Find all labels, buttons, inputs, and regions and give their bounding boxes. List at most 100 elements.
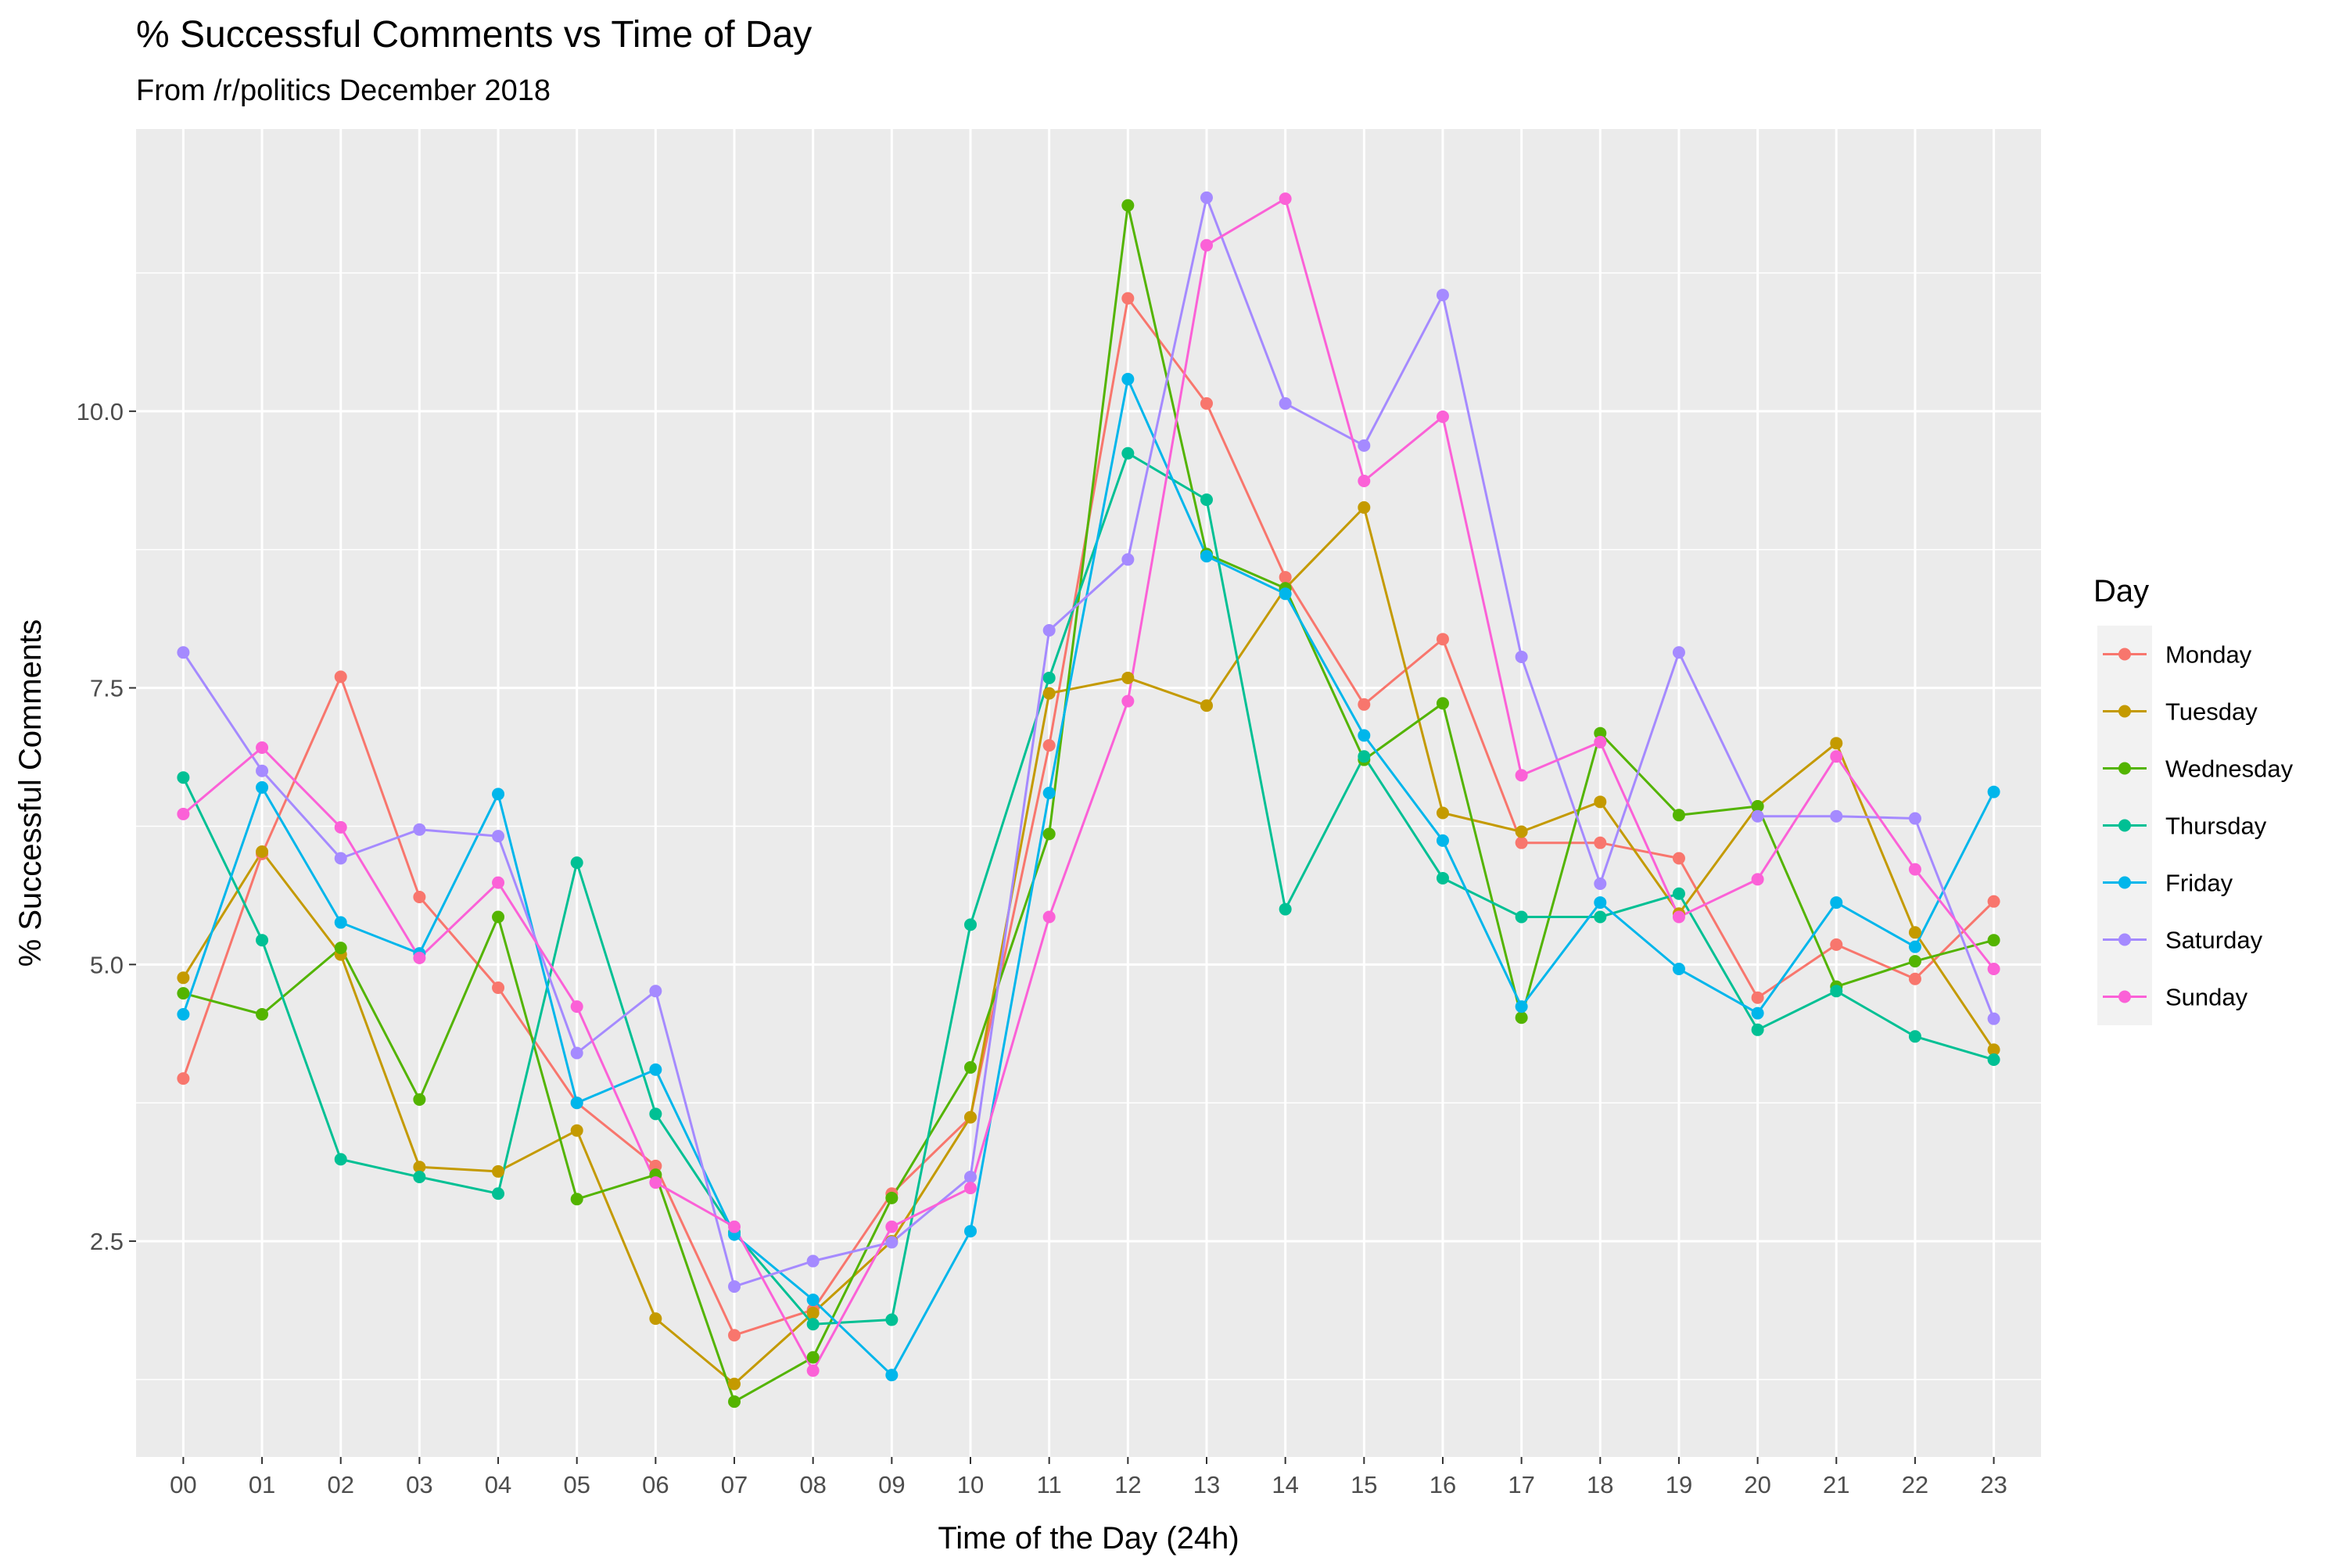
x-tick-label: 11	[1037, 1471, 1062, 1498]
x-tick-label: 22	[1902, 1471, 1928, 1498]
data-point	[1751, 809, 1764, 823]
data-point	[492, 1164, 505, 1178]
series-wednesday	[183, 204, 1994, 1403]
data-point	[1121, 694, 1135, 708]
data-point	[1042, 687, 1056, 700]
data-point	[1594, 727, 1607, 740]
x-axis-label: Time of the Day (24h)	[938, 1521, 1239, 1555]
data-point	[256, 845, 269, 858]
data-point	[1594, 896, 1607, 910]
data-point	[492, 1187, 505, 1200]
data-point	[964, 1111, 978, 1124]
series-line-sunday	[182, 197, 1995, 1372]
data-point	[1515, 769, 1528, 782]
data-point	[1987, 1043, 2000, 1057]
data-point	[964, 1060, 978, 1074]
data-point	[1358, 501, 1371, 514]
data-point	[728, 1377, 741, 1390]
data-point	[1672, 646, 1685, 659]
data-point	[1358, 439, 1371, 452]
data-point	[1672, 887, 1685, 900]
x-tick-label: 10	[957, 1471, 984, 1498]
data-point	[1358, 750, 1371, 763]
series-line-wednesday	[183, 204, 1994, 1403]
data-point	[1200, 493, 1213, 507]
data-point	[885, 1236, 899, 1249]
data-point	[1121, 199, 1135, 212]
legend-key-point	[2118, 990, 2131, 1003]
series-sunday	[182, 197, 1995, 1372]
data-point	[649, 1063, 662, 1076]
legend-label: Monday	[2165, 641, 2252, 669]
data-point	[256, 1008, 269, 1021]
x-tick-label: 14	[1272, 1471, 1298, 1498]
data-point	[1121, 553, 1135, 566]
data-point	[1358, 474, 1371, 487]
data-point	[1908, 812, 1921, 825]
data-point	[806, 1307, 820, 1320]
x-tick-label: 21	[1823, 1471, 1849, 1498]
data-point	[885, 1220, 899, 1233]
y-axis-label: % Successful Comments	[13, 619, 48, 967]
data-point	[177, 646, 190, 659]
data-point	[177, 807, 190, 820]
data-point	[1987, 895, 2000, 908]
series-points-thursday	[177, 447, 2000, 1331]
data-point	[492, 876, 505, 889]
data-point	[413, 823, 426, 836]
legend-label: Sunday	[2165, 984, 2248, 1011]
data-point	[1987, 962, 2000, 975]
data-point	[1594, 836, 1607, 849]
data-point	[570, 1046, 583, 1060]
data-point	[1042, 739, 1056, 752]
data-point	[1908, 972, 1921, 985]
data-point	[1830, 809, 1843, 823]
legend-key-point	[2118, 648, 2131, 661]
data-point	[413, 1093, 426, 1106]
data-point	[649, 985, 662, 998]
data-point	[885, 1313, 899, 1326]
legend-item-saturday: Saturday	[2097, 911, 2263, 968]
data-point	[964, 918, 978, 931]
series-tuesday	[182, 506, 1995, 1386]
data-point	[1908, 1030, 1921, 1043]
minor-gridlines	[136, 272, 2041, 1380]
data-point	[256, 741, 269, 754]
data-point	[413, 1161, 426, 1174]
data-point	[334, 1153, 347, 1166]
legend-key-point	[2118, 933, 2131, 946]
series-friday	[181, 378, 1995, 1376]
data-point	[1987, 934, 2000, 947]
data-point	[1515, 1011, 1528, 1024]
data-point	[1121, 372, 1135, 386]
x-tick-label: 09	[878, 1471, 905, 1498]
legend-label: Wednesday	[2165, 755, 2294, 783]
x-tick-label: 19	[1666, 1471, 1692, 1498]
chart-subtitle: From /r/politics December 2018	[136, 74, 551, 107]
y-tick-label: 5.0	[90, 951, 124, 978]
data-point	[256, 780, 269, 794]
data-point	[1200, 396, 1213, 410]
x-tick-label: 03	[406, 1471, 432, 1498]
legend-title: Day	[2093, 574, 2149, 608]
series-line-friday	[181, 378, 1995, 1376]
y-axis: 2.5 5.0 7.5 10.0	[77, 398, 136, 1255]
x-tick-label: 07	[721, 1471, 748, 1498]
data-point	[1436, 871, 1449, 884]
data-point	[570, 1000, 583, 1014]
data-point	[1672, 852, 1685, 865]
data-point	[256, 934, 269, 947]
data-point	[334, 852, 347, 865]
x-axis: 00 01 02 03 04 05 06 07 08 09 10 11 12 13 14 15 16 17 18 19…	[170, 1457, 2007, 1498]
data-point	[570, 1096, 583, 1110]
data-point	[806, 1351, 820, 1364]
data-point	[1672, 809, 1685, 822]
data-point	[885, 1191, 899, 1204]
data-point	[1515, 825, 1528, 838]
legend-label: Saturday	[2165, 927, 2263, 954]
data-point	[1830, 896, 1843, 910]
x-tick-label: 06	[642, 1471, 669, 1498]
legend-item-sunday: Sunday	[2097, 968, 2248, 1025]
